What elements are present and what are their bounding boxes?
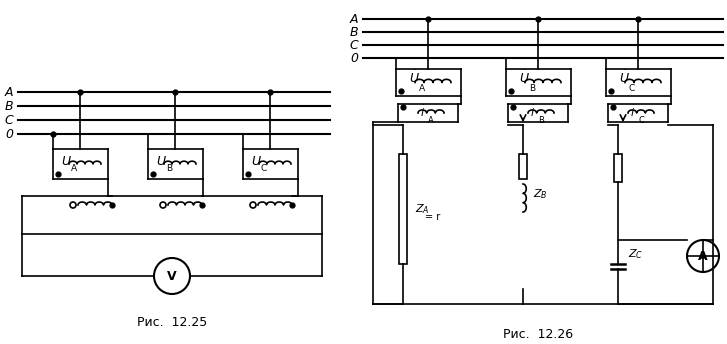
Text: A: A — [350, 12, 358, 25]
Text: A: A — [4, 86, 13, 98]
Bar — [614, 154, 622, 182]
Text: A: A — [428, 116, 434, 125]
Text: $U$: $U$ — [156, 154, 166, 168]
Text: B: B — [4, 99, 13, 112]
Text: Рис.  12.26: Рис. 12.26 — [503, 327, 573, 341]
Text: $Z_B$: $Z_B$ — [533, 187, 547, 201]
Text: = r: = r — [425, 212, 441, 222]
Text: $Z_C$: $Z_C$ — [628, 247, 643, 261]
Text: C: C — [638, 116, 644, 125]
Text: 0: 0 — [350, 52, 358, 65]
Text: C: C — [261, 163, 267, 172]
Text: $U$: $U$ — [60, 154, 71, 168]
Text: B: B — [166, 163, 172, 172]
Text: $\dot{U}$: $\dot{U}$ — [409, 69, 419, 86]
Text: 0: 0 — [5, 128, 13, 140]
Text: $\dot{i}$: $\dot{i}$ — [420, 103, 425, 119]
Text: A: A — [419, 84, 425, 93]
Text: C: C — [629, 84, 635, 93]
Text: Рис.  12.25: Рис. 12.25 — [137, 315, 207, 329]
Bar — [399, 154, 407, 264]
Text: B: B — [538, 116, 544, 125]
Text: V: V — [167, 269, 177, 282]
Text: $\dot{i}$: $\dot{i}$ — [630, 103, 635, 119]
Text: $Z_A$: $Z_A$ — [415, 202, 430, 216]
Text: $\dot{U}$: $\dot{U}$ — [619, 69, 630, 86]
Text: $\dot{U}$: $\dot{U}$ — [518, 69, 529, 86]
Text: B: B — [529, 84, 535, 93]
Text: B: B — [350, 25, 358, 39]
Text: $U$: $U$ — [251, 154, 262, 168]
Text: A: A — [71, 163, 77, 172]
Text: C: C — [4, 114, 13, 127]
Text: $\dot{i}$: $\dot{i}$ — [531, 103, 536, 119]
Text: A: A — [698, 249, 708, 262]
Bar — [519, 154, 527, 179]
Text: C: C — [349, 39, 358, 52]
